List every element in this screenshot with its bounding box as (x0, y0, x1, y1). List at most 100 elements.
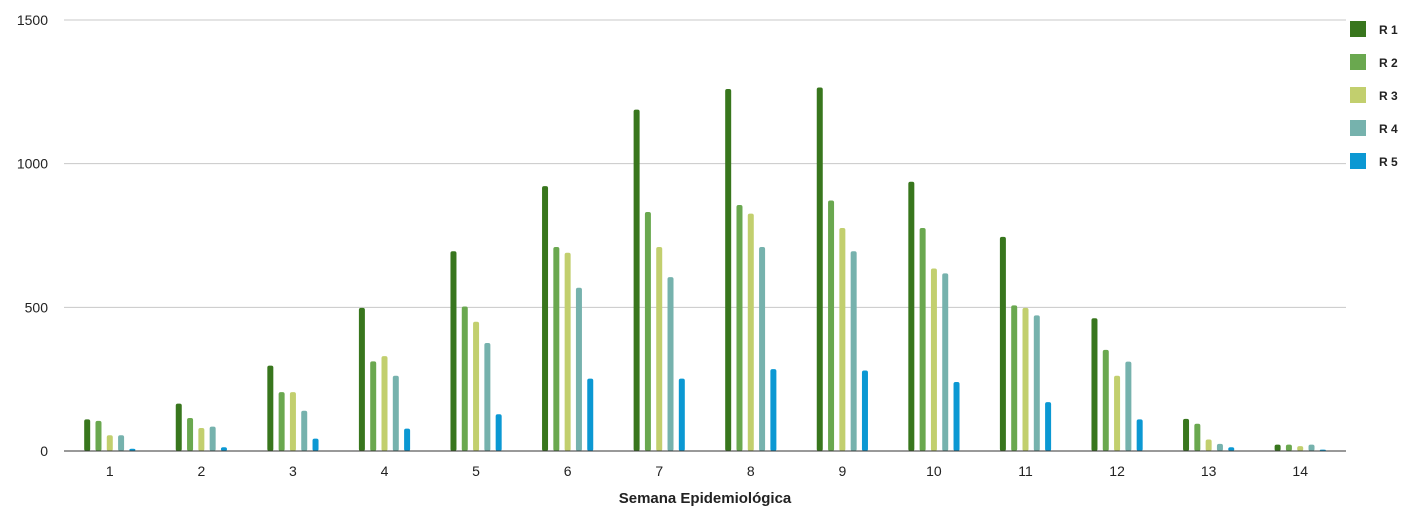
legend-swatch (1350, 54, 1366, 70)
bar (1308, 444, 1315, 451)
bar (1136, 419, 1143, 451)
bar (1022, 307, 1029, 451)
bar (461, 306, 468, 451)
x-tick-label: 9 (838, 463, 846, 479)
bar (1285, 444, 1292, 451)
x-tick-label: 10 (926, 463, 942, 479)
bar (553, 246, 560, 451)
bar (725, 88, 732, 452)
x-axis-title: Semana Epidemiológica (619, 490, 792, 507)
x-tick-label: 5 (472, 463, 480, 479)
x-tick-label: 11 (1018, 463, 1033, 479)
bar (587, 378, 594, 451)
x-tick-label: 4 (381, 463, 389, 479)
x-tick-label: 8 (747, 463, 755, 479)
bar (861, 370, 868, 451)
bar (370, 361, 377, 451)
bar (1091, 318, 1098, 451)
x-tick-label: 6 (564, 463, 572, 479)
bar (575, 287, 582, 451)
bar (736, 205, 743, 451)
bar (1194, 423, 1201, 451)
bar (473, 321, 480, 451)
bar (930, 268, 937, 451)
bar (759, 246, 766, 451)
legend-swatch (1350, 153, 1366, 169)
bar (1033, 315, 1040, 451)
legend-swatch (1350, 87, 1366, 103)
x-tick-label: 2 (197, 463, 205, 479)
bar (495, 414, 502, 451)
legend-swatch (1350, 21, 1366, 37)
bar (1102, 349, 1109, 451)
x-tick-label: 12 (1109, 463, 1125, 479)
bar (1045, 402, 1052, 451)
bar (1297, 446, 1304, 451)
x-tick-label: 13 (1201, 463, 1217, 479)
bar (278, 392, 285, 451)
legend-swatch (1350, 120, 1366, 136)
bar (187, 417, 194, 451)
y-tick-label: 0 (40, 443, 48, 459)
bar (289, 392, 296, 451)
bar (484, 342, 491, 451)
legend-label: R 3 (1379, 89, 1398, 103)
bars (84, 87, 1326, 452)
x-tick-label: 1 (106, 463, 114, 479)
bar (1011, 305, 1018, 451)
bar (450, 251, 457, 451)
bar (942, 273, 949, 451)
bar (908, 181, 915, 451)
bar (301, 410, 308, 451)
bar (175, 403, 182, 451)
bar (633, 109, 640, 451)
bar (381, 356, 388, 451)
y-tick-label: 1500 (17, 12, 48, 28)
bar (850, 251, 857, 451)
bar (770, 369, 777, 451)
bar (1205, 439, 1212, 451)
bar (919, 228, 926, 451)
bar (667, 277, 674, 451)
bar (129, 448, 136, 451)
legend-label: R 1 (1379, 23, 1398, 37)
gridlines (64, 19, 1346, 308)
y-tick-label: 1000 (17, 156, 48, 172)
legend-label: R 5 (1379, 155, 1398, 169)
bar (392, 375, 399, 451)
x-tick-label: 3 (289, 463, 297, 479)
bar (209, 426, 216, 451)
legend: R 1 R 2 R 3 R 4 R 5 (1350, 21, 1398, 169)
bar (1183, 418, 1190, 451)
bar (358, 307, 365, 451)
bar (1274, 444, 1281, 451)
x-tick-label: 14 (1292, 463, 1308, 479)
bar (644, 211, 651, 451)
bar (678, 378, 685, 451)
bar (84, 419, 91, 451)
x-tick-label: 7 (655, 463, 663, 479)
bar (404, 428, 411, 451)
bar (1228, 447, 1235, 451)
bar (656, 246, 663, 451)
bar (220, 447, 227, 451)
legend-label: R 4 (1379, 122, 1398, 136)
y-tick-label: 500 (25, 299, 49, 315)
bar (542, 186, 549, 451)
bar (828, 200, 835, 451)
bar (198, 428, 205, 451)
bar (118, 435, 125, 451)
bar (999, 236, 1006, 451)
bar (747, 213, 754, 451)
bar (312, 438, 319, 451)
bar (1125, 361, 1132, 451)
bar (106, 435, 113, 451)
bar (839, 228, 846, 451)
bar (816, 87, 823, 452)
x-axis-tick-labels: 1 2 3 4 5 6 7 8 9 10 11 12 13 14 (106, 463, 1308, 479)
bar (267, 365, 274, 451)
bar (1216, 443, 1223, 451)
bar (564, 252, 571, 451)
legend-label: R 2 (1379, 56, 1398, 70)
